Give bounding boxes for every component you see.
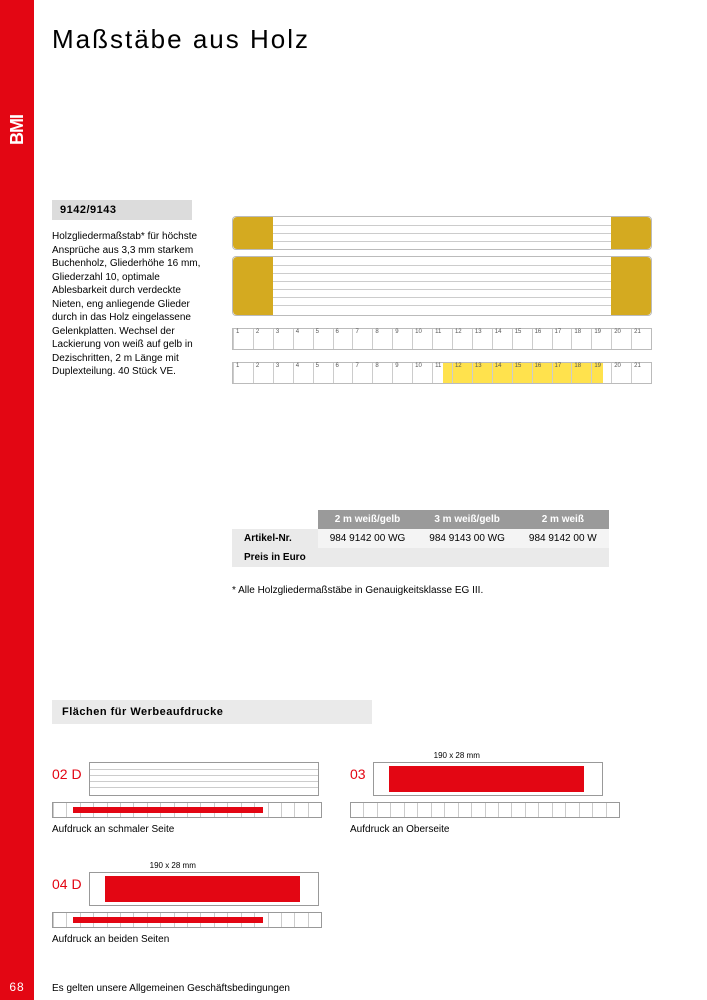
preis-2: [417, 548, 517, 567]
product-images: 123456789101112131415161718192021 123456…: [232, 210, 672, 396]
ruler-image-folded-small: [232, 216, 652, 250]
ruler-image-open-white-yellow: 123456789101112131415161718192021: [232, 362, 652, 384]
product-table: 2 m weiß/gelb 3 m weiß/gelb 2 m weiß Art…: [232, 510, 609, 567]
advertising-header: Flächen für Werbeaufdrucke: [52, 700, 372, 724]
table-header-row: 2 m weiß/gelb 3 m weiß/gelb 2 m weiß: [232, 510, 609, 529]
ruler-image-open-white: 123456789101112131415161718192021: [232, 328, 652, 350]
red-sidebar: [0, 0, 34, 1000]
scale-strip-icon: [52, 802, 322, 818]
sample-label-04d: 04 D: [52, 876, 82, 892]
advertising-section: Flächen für Werbeaufdrucke 02 D 170 x 5 …: [52, 700, 672, 724]
caption-02d: Aufdruck an schmaler Seite: [52, 824, 322, 835]
caption-04d: Aufdruck an beiden Seiten: [52, 934, 322, 945]
agb-note: Es gelten unsere Allgemeinen Geschäftsbe…: [52, 983, 290, 994]
print-sample-04d: 04 D 190 x 28 mm 170 x 5 mm Aufdruck an …: [52, 872, 322, 945]
product-footnote: * Alle Holzgliedermaßstäbe in Genauigkei…: [232, 585, 483, 596]
preis-1: [318, 548, 418, 567]
product-header: 9142/9143: [52, 200, 192, 220]
artikel-2: 984 9143 00 WG: [417, 529, 517, 548]
artikel-1: 984 9142 00 WG: [318, 529, 418, 548]
brand-logo: BMI: [7, 115, 28, 145]
table-col-1: 2 m weiß/gelb: [318, 510, 418, 529]
folded-outline-icon: [89, 762, 319, 796]
table-col-3: 2 m weiß: [517, 510, 609, 529]
scale-strip-icon: [350, 802, 620, 818]
folded-outline-icon: 190 x 28 mm: [89, 872, 319, 906]
dim-wide-03: 190 x 28 mm: [434, 751, 480, 760]
print-sample-02d: 02 D 170 x 5 mm Aufdruck an schmaler Sei…: [52, 762, 322, 835]
print-sample-03: 03 190 x 28 mm Aufdruck an Oberseite: [350, 762, 620, 835]
table-row-artikel: Artikel-Nr. 984 9142 00 WG 984 9143 00 W…: [232, 529, 609, 548]
artikel-label: Artikel-Nr.: [232, 529, 318, 548]
folded-outline-icon: 190 x 28 mm: [373, 762, 603, 796]
sample-label-03: 03: [350, 766, 366, 782]
product-description: Holzgliedermaßstab* für höchste Ansprüch…: [52, 230, 202, 379]
page-number: 68: [0, 974, 34, 1000]
artikel-3: 984 9142 00 W: [517, 529, 609, 548]
product-section: 9142/9143 Holzgliedermaßstab* für höchst…: [52, 200, 672, 379]
preis-3: [517, 548, 609, 567]
scale-strip-icon: [52, 912, 322, 928]
caption-03: Aufdruck an Oberseite: [350, 824, 620, 835]
page-title: Maßstäbe aus Holz: [52, 24, 310, 55]
dim-wide-04d: 190 x 28 mm: [150, 861, 196, 870]
sample-label-02d: 02 D: [52, 766, 82, 782]
table-col-2: 3 m weiß/gelb: [417, 510, 517, 529]
preis-label: Preis in Euro: [232, 548, 318, 567]
table-row-preis: Preis in Euro: [232, 548, 609, 567]
ruler-image-folded-large: [232, 256, 652, 316]
